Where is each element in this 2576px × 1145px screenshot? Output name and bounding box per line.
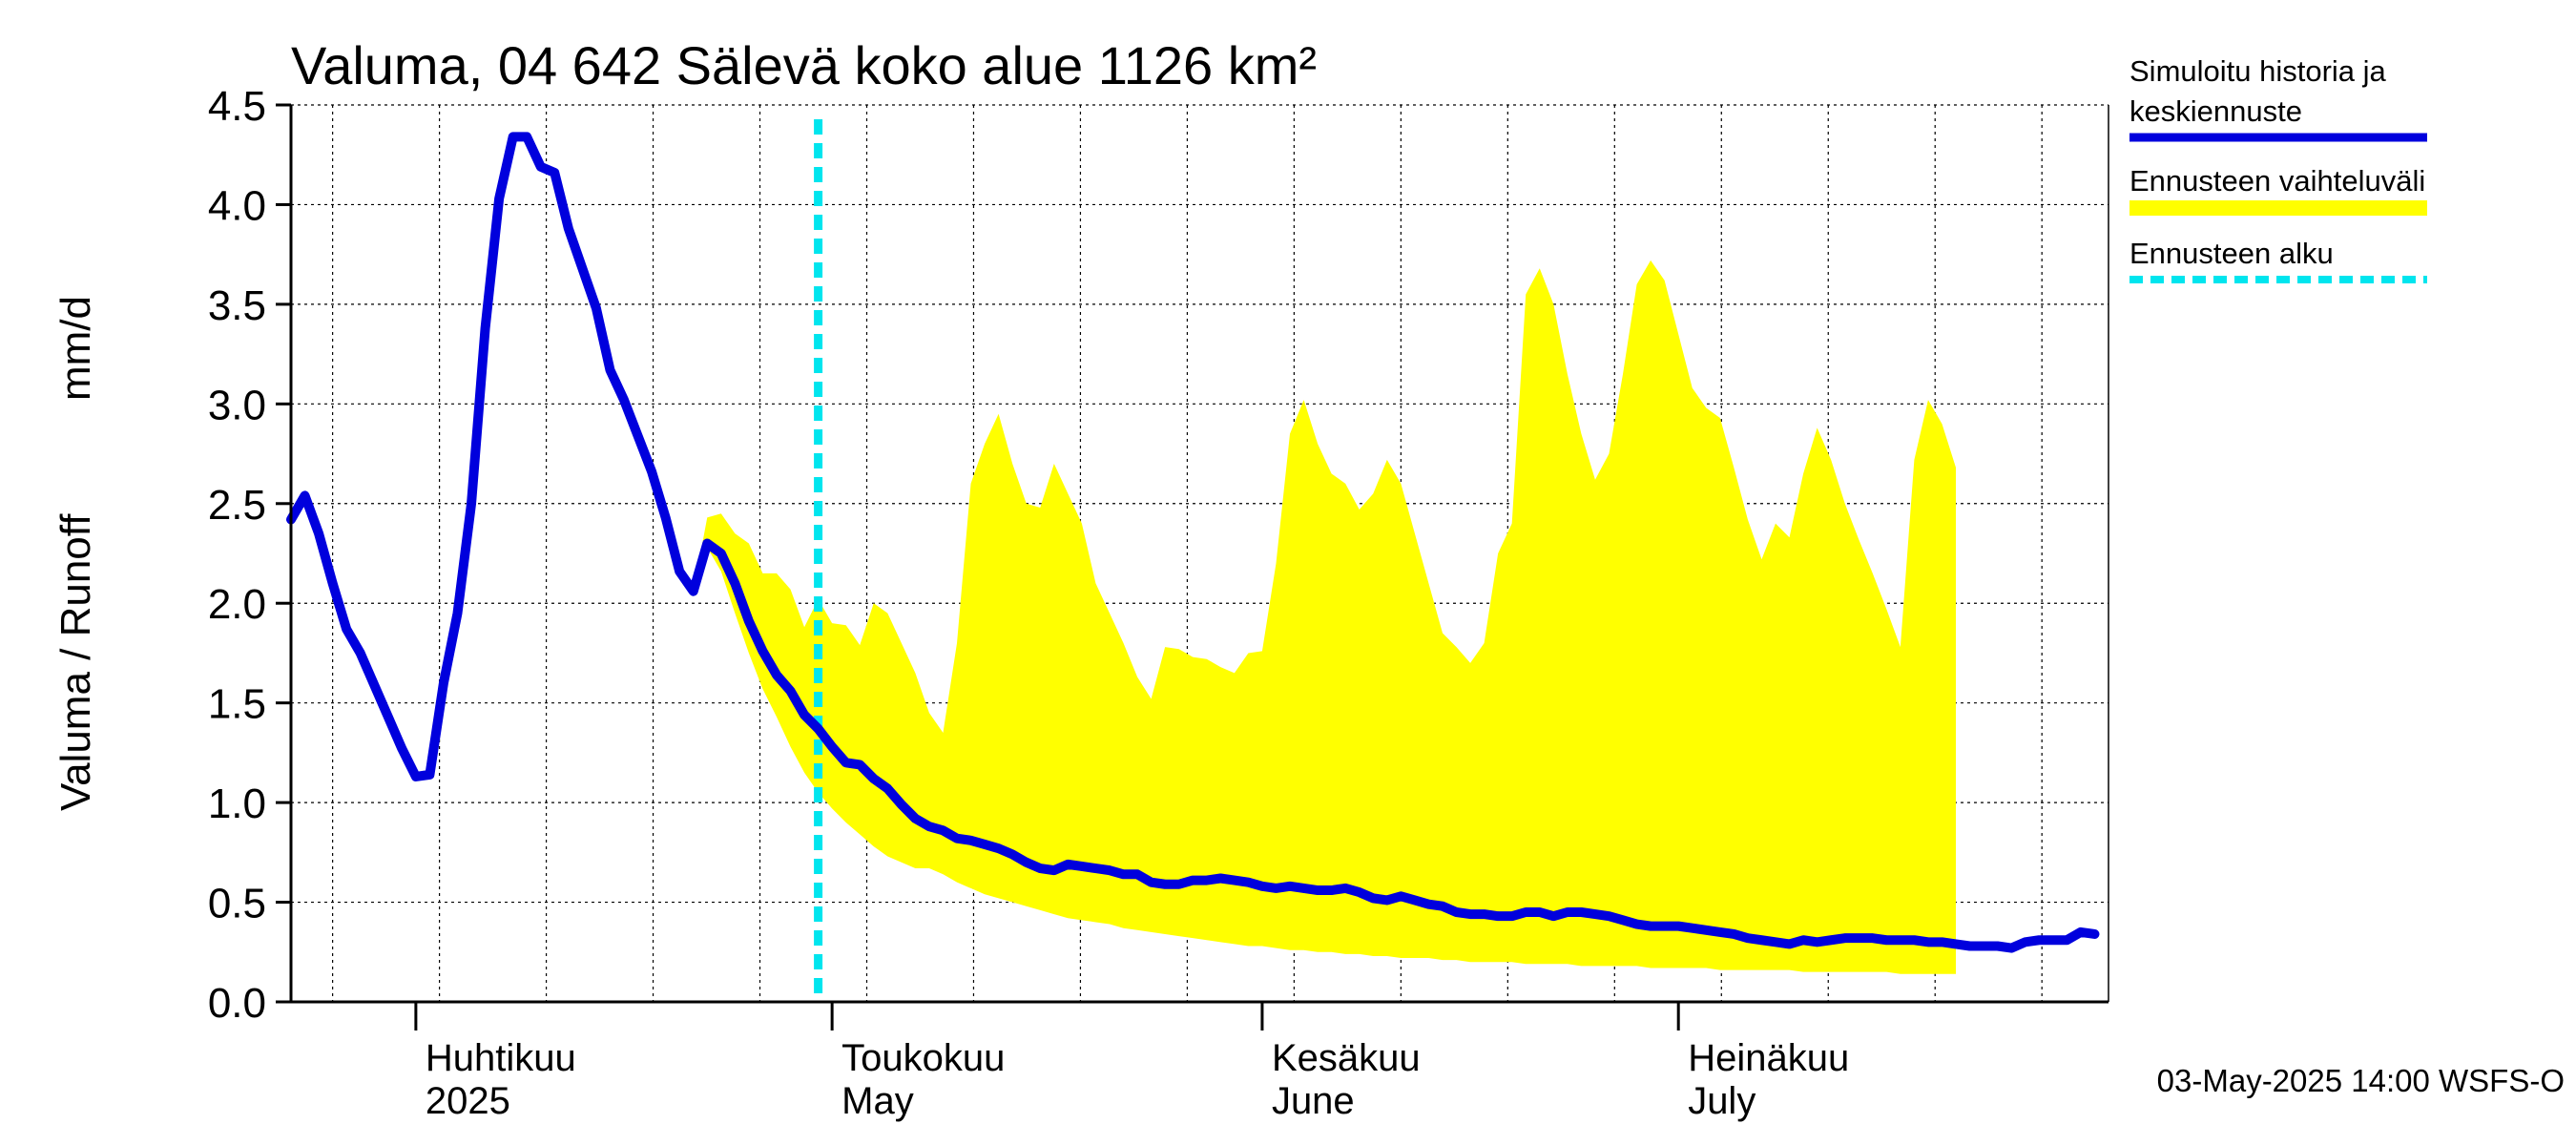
- legend-label-range: Ennusteen vaihteluväli: [2129, 164, 2425, 198]
- month-label-fi: Heinäkuu: [1688, 1037, 1849, 1079]
- legend-label-forecast-start: Ennusteen alku: [2129, 237, 2334, 270]
- y-axis-unit: mm/d: [52, 296, 99, 401]
- y-tick-label: 3.0: [208, 382, 266, 428]
- chart-title: Valuma, 04 642 Sälevä koko alue 1126 km²: [291, 35, 1317, 95]
- month-label-en: May: [841, 1080, 914, 1122]
- month-label-fi: Toukokuu: [841, 1037, 1005, 1079]
- y-tick-label: 2.0: [208, 581, 266, 628]
- month-label-en: 2025: [426, 1080, 510, 1122]
- forecast-range-layer: [693, 260, 1957, 974]
- legend: Simuloitu historia ja keskiennuste Ennuste…: [2129, 54, 2427, 283]
- y-axis-label: Valuma / Runoff: [52, 513, 99, 811]
- y-tick-labels: 0.0 0.5 1.0 1.5 2.0 2.5 3.0 3.5 4.0 4.5: [208, 83, 266, 1027]
- y-tick-label: 0.5: [208, 881, 266, 927]
- legend-label-simulated: Simuloitu historia ja: [2129, 54, 2387, 88]
- y-tick-label: 3.5: [208, 282, 266, 329]
- simulated-series-line: [286, 132, 2100, 953]
- y-tick-label: 4.0: [208, 182, 266, 229]
- month-label-fi: Kesäkuu: [1272, 1037, 1421, 1079]
- month-label-fi: Huhtikuu: [426, 1037, 576, 1079]
- forecast-range-band: [693, 260, 1957, 974]
- month-label-en: June: [1272, 1080, 1355, 1122]
- y-tick-label: 0.0: [208, 980, 266, 1027]
- y-tick-label: 1.0: [208, 781, 266, 827]
- month-label-en: July: [1688, 1080, 1755, 1122]
- y-tick-label: 2.5: [208, 482, 266, 529]
- legend-label-simulated-2: keskiennuste: [2129, 94, 2302, 128]
- simulated-series-layer: [286, 132, 2100, 953]
- y-tick-label: 4.5: [208, 83, 266, 130]
- axes: [276, 103, 2109, 1030]
- y-tick-label: 1.5: [208, 681, 266, 728]
- footer-timestamp: 03-May-2025 14:00 WSFS-O: [2157, 1063, 2565, 1098]
